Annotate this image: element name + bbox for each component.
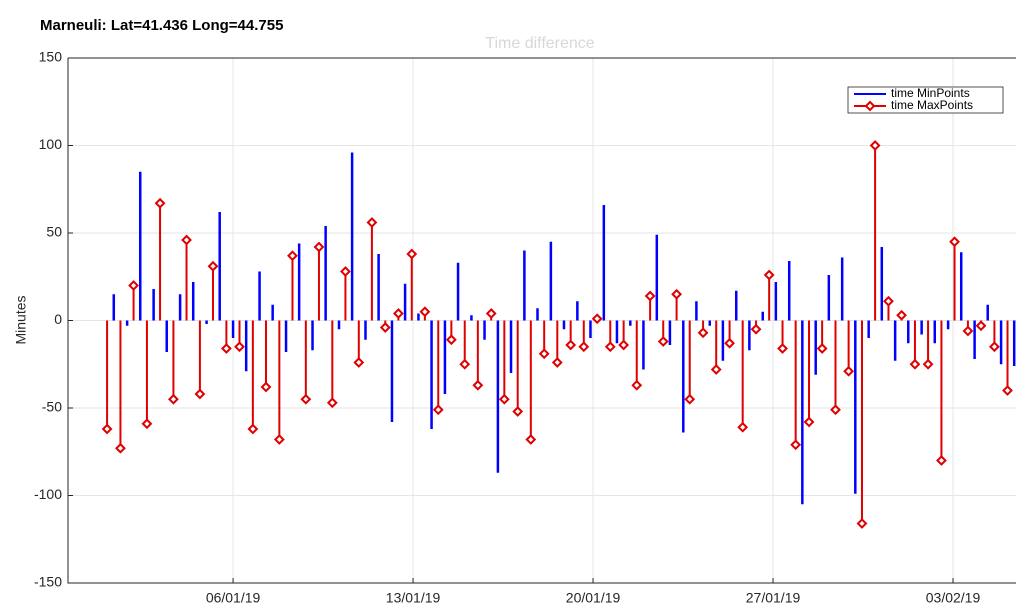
stem-marker	[260, 381, 272, 393]
stem-marker	[777, 343, 788, 354]
stem-marker	[313, 241, 325, 253]
stem-marker	[631, 379, 643, 391]
stem-marker	[432, 404, 444, 416]
stem-marker	[154, 197, 166, 209]
stem-marker	[737, 421, 749, 433]
stem-marker	[419, 306, 431, 318]
stem-marker	[936, 455, 947, 466]
stem-marker	[830, 404, 841, 416]
stem-marker	[684, 393, 696, 405]
stem-marker	[644, 290, 656, 302]
y-tick-label: 150	[39, 49, 63, 65]
stem-marker	[141, 418, 153, 430]
stem-marker	[273, 434, 285, 445]
stem-marker	[551, 357, 563, 368]
stem-marker	[604, 341, 616, 353]
stem-marker	[843, 365, 855, 377]
legend-label: time MaxPoints	[891, 98, 973, 112]
stem-marker	[975, 320, 987, 332]
stem-marker	[790, 439, 802, 451]
stem-marker	[406, 248, 418, 260]
x-tick-label: 06/01/19	[206, 590, 261, 606]
y-tick-label: -100	[34, 486, 62, 502]
stem-marker	[856, 518, 868, 529]
axes-frame	[67, 57, 1016, 584]
stem-marker	[565, 339, 577, 351]
stem-marker	[207, 260, 219, 272]
stem-marker	[194, 388, 206, 400]
stem-marker	[578, 341, 590, 353]
stem-marker	[498, 393, 510, 405]
chart-title: Marneuli: Lat=41.436 Long=44.755	[40, 17, 283, 34]
stem-marker	[366, 217, 378, 228]
stem-marker	[128, 280, 139, 291]
stem-marker	[168, 393, 179, 405]
stem-marker	[922, 358, 934, 370]
stem-marker	[326, 397, 338, 409]
stem-marker	[763, 269, 775, 281]
chart-subtitle: Time difference	[485, 35, 594, 52]
x-tick-label: 13/01/19	[386, 590, 441, 606]
stem-marker	[287, 250, 298, 262]
stem-marker	[300, 393, 312, 405]
stem-marker	[392, 308, 404, 319]
stem-marker	[220, 343, 232, 354]
stem-marker	[671, 288, 683, 300]
stem-marker	[525, 434, 537, 445]
y-tick-label: -50	[42, 399, 62, 415]
stem-marker	[816, 343, 828, 354]
stem-marker	[909, 358, 921, 370]
stem-marker	[445, 334, 457, 346]
stem-marker	[803, 416, 815, 428]
legend-marker	[864, 100, 876, 112]
stem-marker	[591, 313, 603, 325]
stem-marker	[618, 339, 630, 351]
stem-marker	[962, 325, 974, 337]
stem-marker	[234, 341, 245, 353]
y-tick-label: -150	[34, 574, 62, 590]
stem-marker	[485, 308, 497, 319]
stem-marker	[472, 379, 484, 391]
x-tick-label: 03/02/19	[926, 590, 981, 606]
stem-marker	[353, 357, 365, 368]
stem-marker	[181, 234, 192, 246]
stem-marker	[988, 341, 1000, 353]
stem-marker	[379, 322, 391, 333]
stem-marker	[247, 423, 259, 435]
x-tick-label: 20/01/19	[566, 590, 621, 606]
stem-marker	[115, 442, 126, 454]
stem-marker	[1002, 385, 1013, 396]
stem-marker	[697, 327, 709, 339]
stem-marker	[657, 336, 669, 347]
y-axis-label: Minutes	[13, 295, 29, 344]
stem-marker	[538, 348, 550, 360]
legend-box	[847, 86, 1004, 114]
y-tick-label: 50	[46, 224, 62, 240]
stem-marker	[724, 337, 735, 349]
stem-marker	[750, 323, 762, 335]
stem-marker	[869, 140, 881, 151]
legend-label: time MinPoints	[891, 86, 970, 100]
stem-marker	[883, 295, 894, 307]
y-tick-label: 100	[39, 136, 63, 152]
stem-marker	[896, 309, 907, 321]
stem-marker	[512, 406, 524, 417]
x-tick-label: 27/01/19	[746, 590, 801, 606]
y-tick-label: 0	[54, 311, 62, 327]
stem-marker	[459, 358, 471, 370]
stem-marker	[710, 364, 722, 375]
stem-marker	[101, 423, 113, 435]
stem-marker	[340, 266, 351, 277]
stem-marker	[949, 236, 960, 248]
